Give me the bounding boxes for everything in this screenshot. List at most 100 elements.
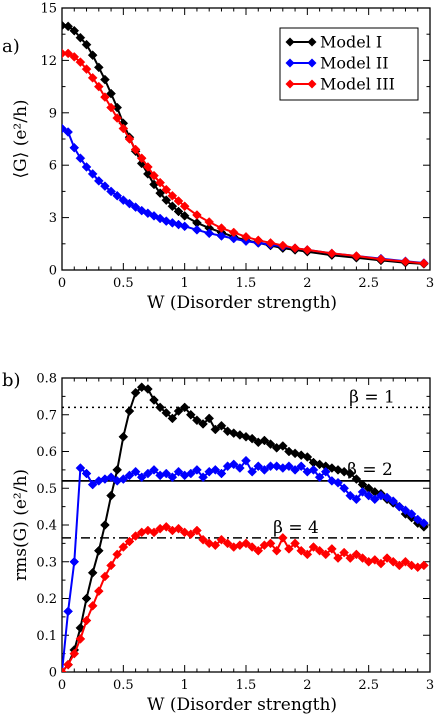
data-point — [118, 431, 129, 442]
data-point — [106, 88, 116, 99]
data-point — [136, 153, 147, 164]
data-point — [345, 468, 356, 479]
data-point — [216, 223, 227, 233]
x-tick-label: 0.5 — [113, 678, 134, 693]
data-point — [143, 162, 153, 172]
data-point — [339, 547, 349, 558]
series-model-iii — [62, 521, 429, 672]
data-point — [143, 384, 153, 394]
data-point — [173, 206, 184, 217]
data-point — [314, 545, 325, 556]
reference-line-label: β = 1 — [349, 387, 395, 407]
data-point — [130, 531, 141, 541]
y-tick-label: 0.7 — [36, 408, 57, 423]
data-point — [185, 468, 196, 479]
data-point — [130, 144, 141, 155]
data-point — [112, 190, 123, 201]
data-point — [388, 496, 399, 506]
data-point — [277, 533, 288, 543]
data-point — [87, 50, 98, 61]
data-point — [265, 538, 276, 549]
data-point — [241, 538, 251, 549]
data-point — [81, 468, 92, 479]
data-point — [161, 408, 172, 418]
data-point — [351, 474, 362, 484]
data-point — [173, 523, 184, 534]
legend-marker — [307, 58, 317, 68]
plot-frame — [61, 377, 431, 673]
legend-marker — [307, 79, 317, 89]
data-point — [179, 210, 190, 221]
plot-area — [62, 382, 429, 672]
y-tick-label: 0.1 — [36, 629, 57, 644]
data-point — [106, 472, 116, 483]
data-point — [222, 426, 233, 437]
data-point — [419, 560, 429, 571]
x-tick-label: 0 — [58, 678, 66, 693]
data-point — [106, 490, 116, 501]
data-point — [93, 176, 104, 186]
y-tick-label: 0.5 — [36, 482, 57, 497]
data-point — [167, 190, 178, 201]
data-point — [210, 540, 221, 551]
data-point — [87, 567, 98, 578]
data-point — [81, 64, 92, 74]
data-point — [155, 188, 165, 199]
data-point — [62, 667, 67, 672]
x-tick-label: 2.5 — [358, 276, 379, 291]
data-point — [216, 468, 227, 479]
data-point — [93, 81, 104, 92]
series-line — [62, 386, 425, 672]
data-point — [400, 556, 411, 567]
data-point — [351, 549, 362, 560]
data-point — [124, 198, 135, 209]
legend-marker — [285, 37, 295, 47]
data-point — [204, 413, 215, 424]
data-point — [124, 134, 135, 144]
data-point — [81, 593, 92, 604]
data-point — [320, 549, 331, 560]
data-point — [333, 553, 343, 563]
legend-label: Model III — [320, 75, 395, 94]
legend: Model I Model II Model III — [279, 27, 419, 101]
data-point — [192, 415, 202, 426]
series-model-i — [62, 382, 429, 672]
data-point — [327, 544, 337, 554]
data-point — [155, 402, 165, 413]
plot-area — [62, 20, 429, 269]
data-point — [161, 184, 172, 195]
data-point — [173, 406, 184, 416]
data-point — [327, 248, 337, 259]
x-tick-label: 2.5 — [358, 678, 379, 693]
data-point — [100, 92, 110, 102]
data-point — [253, 235, 264, 246]
data-point — [400, 505, 411, 516]
data-point — [253, 545, 264, 556]
data-point — [93, 545, 104, 556]
data-point — [296, 545, 307, 556]
data-point — [149, 465, 159, 475]
data-point — [259, 435, 270, 446]
data-point — [210, 465, 221, 475]
data-point — [327, 476, 337, 486]
data-point — [63, 606, 73, 617]
data-point — [87, 169, 98, 179]
data-point — [198, 534, 208, 545]
data-point — [308, 542, 319, 552]
data-point — [143, 468, 153, 479]
data-point — [136, 472, 147, 483]
panel-a-chart: 0 0.5 1 1.5 2 2.5 3 0 3 6 9 12 15 W (Disorder strengt… — [2, 2, 434, 314]
data-point — [284, 461, 294, 472]
data-point — [406, 509, 417, 519]
data-point — [192, 525, 202, 536]
x-axis-label: W (Disorder strength) — [147, 695, 337, 715]
data-point — [419, 258, 429, 269]
data-point — [357, 553, 368, 563]
data-point — [87, 600, 98, 611]
data-point — [118, 123, 129, 134]
x-tick-label: 1 — [181, 276, 189, 291]
data-point — [412, 514, 423, 525]
y-tick-label: 0 — [49, 666, 57, 681]
data-point — [302, 245, 313, 255]
series-line — [62, 525, 425, 672]
